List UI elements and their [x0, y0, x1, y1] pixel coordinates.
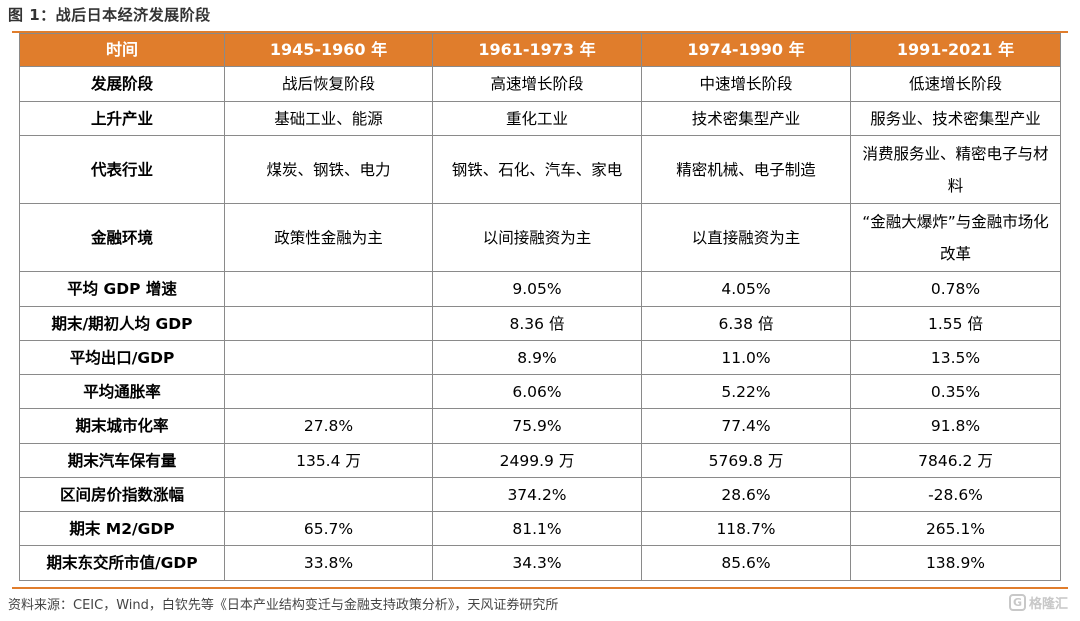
table-cell: 以直接融资为主 — [641, 203, 851, 272]
table-row: 期末城市化率 27.8% 75.9% 77.4% 91.8% — [19, 408, 1061, 444]
table-cell: 75.9% — [432, 408, 642, 444]
table-cell: 战后恢复阶段 — [224, 66, 433, 102]
table-cell: 钢铁、石化、汽车、家电 — [432, 135, 642, 204]
table-row: 上升产业 基础工业、能源 重化工业 技术密集型产业 服务业、技术密集型产业 — [19, 101, 1061, 136]
top-rule — [12, 31, 1068, 33]
table-cell: 7846.2 万 — [850, 443, 1061, 478]
table-cell: 1.55 倍 — [850, 306, 1061, 341]
table-cell: 6.06% — [432, 374, 642, 409]
bottom-rule — [12, 587, 1068, 589]
table-cell: 9.05% — [432, 271, 642, 307]
figure-title: 图 1：战后日本经济发展阶段 — [8, 6, 211, 24]
row-label: 期末 M2/GDP — [19, 511, 225, 546]
table-cell: 政策性金融为主 — [224, 203, 433, 272]
table-cell: 138.9% — [850, 545, 1061, 581]
header-cell: 时间 — [19, 33, 225, 67]
row-label: 区间房价指数涨幅 — [19, 477, 225, 512]
table-row: 区间房价指数涨幅 374.2% 28.6% -28.6% — [19, 477, 1061, 512]
row-label: 期末东交所市值/GDP — [19, 545, 225, 581]
row-label: 上升产业 — [19, 101, 225, 136]
table-cell: 0.78% — [850, 271, 1061, 307]
table-cell: 中速增长阶段 — [641, 66, 851, 102]
table-cell: 6.38 倍 — [641, 306, 851, 341]
table-row: 平均出口/GDP 8.9% 11.0% 13.5% — [19, 340, 1061, 375]
table-cell: 8.9% — [432, 340, 642, 375]
table-cell: 374.2% — [432, 477, 642, 512]
table-cell: 91.8% — [850, 408, 1061, 444]
row-label: 平均通胀率 — [19, 374, 225, 409]
table-cell: 低速增长阶段 — [850, 66, 1061, 102]
table-row: 金融环境 政策性金融为主 以间接融资为主 以直接融资为主 “金融大爆炸”与金融市… — [19, 203, 1061, 272]
table-cell: 5769.8 万 — [641, 443, 851, 478]
table-cell: 118.7% — [641, 511, 851, 546]
table-row: 期末东交所市值/GDP 33.8% 34.3% 85.6% 138.9% — [19, 545, 1061, 581]
economic-stages-table: 时间 1945-1960 年 1961-1973 年 1974-1990 年 1… — [19, 33, 1061, 581]
watermark-logo: G 格隆汇 — [1008, 593, 1068, 612]
row-label: 平均 GDP 增速 — [19, 271, 225, 307]
table-cell: 13.5% — [850, 340, 1061, 375]
table-cell — [224, 271, 433, 307]
watermark-text: 格隆汇 — [1028, 597, 1068, 612]
table-cell: 精密机械、电子制造 — [641, 135, 851, 204]
table-cell — [224, 374, 433, 409]
table-cell — [224, 306, 433, 341]
table-row: 平均通胀率 6.06% 5.22% 0.35% — [19, 374, 1061, 409]
header-cell: 1991-2021 年 — [850, 33, 1061, 67]
table-cell: 85.6% — [641, 545, 851, 581]
table-cell: 高速增长阶段 — [432, 66, 642, 102]
table-cell: 11.0% — [641, 340, 851, 375]
table-cell: -28.6% — [850, 477, 1061, 512]
table-cell: 34.3% — [432, 545, 642, 581]
table-cell: 4.05% — [641, 271, 851, 307]
table-cell: 27.8% — [224, 408, 433, 444]
table-cell: 28.6% — [641, 477, 851, 512]
table-cell: 基础工业、能源 — [224, 101, 433, 136]
table-cell: 5.22% — [641, 374, 851, 409]
row-label: 发展阶段 — [19, 66, 225, 102]
table-cell: 重化工业 — [432, 101, 642, 136]
header-cell: 1945-1960 年 — [224, 33, 433, 67]
row-label: 代表行业 — [19, 135, 225, 204]
table-cell: 0.35% — [850, 374, 1061, 409]
table-cell: 77.4% — [641, 408, 851, 444]
table-cell: 技术密集型产业 — [641, 101, 851, 136]
table-row: 期末 M2/GDP 65.7% 81.1% 118.7% 265.1% — [19, 511, 1061, 546]
table-row: 发展阶段 战后恢复阶段 高速增长阶段 中速增长阶段 低速增长阶段 — [19, 66, 1061, 102]
table-cell: 煤炭、钢铁、电力 — [224, 135, 433, 204]
table-cell: 81.1% — [432, 511, 642, 546]
table-cell: 8.36 倍 — [432, 306, 642, 341]
row-label: 期末汽车保有量 — [19, 443, 225, 478]
row-label: 金融环境 — [19, 203, 225, 272]
table-cell — [224, 477, 433, 512]
table-cell — [224, 340, 433, 375]
table-cell: 135.4 万 — [224, 443, 433, 478]
header-cell: 1961-1973 年 — [432, 33, 642, 67]
table-row: 平均 GDP 增速 9.05% 4.05% 0.78% — [19, 271, 1061, 307]
table-cell: 以间接融资为主 — [432, 203, 642, 272]
watermark-icon: G — [1008, 594, 1026, 611]
table-row: 代表行业 煤炭、钢铁、电力 钢铁、石化、汽车、家电 精密机械、电子制造 消费服务… — [19, 135, 1061, 204]
table-cell: 消费服务业、精密电子与材料 — [850, 135, 1061, 204]
table-header-row: 时间 1945-1960 年 1961-1973 年 1974-1990 年 1… — [19, 33, 1061, 67]
table-cell: “金融大爆炸”与金融市场化改革 — [850, 203, 1061, 272]
row-label: 期末/期初人均 GDP — [19, 306, 225, 341]
header-cell: 1974-1990 年 — [641, 33, 851, 67]
table-cell: 2499.9 万 — [432, 443, 642, 478]
table-row: 期末汽车保有量 135.4 万 2499.9 万 5769.8 万 7846.2… — [19, 443, 1061, 478]
table-cell: 265.1% — [850, 511, 1061, 546]
table-cell: 33.8% — [224, 545, 433, 581]
table-cell: 65.7% — [224, 511, 433, 546]
row-label: 平均出口/GDP — [19, 340, 225, 375]
source-note: 资料来源：CEIC，Wind，白钦先等《日本产业结构变迁与金融支持政策分析》，天… — [8, 598, 559, 613]
table-cell: 服务业、技术密集型产业 — [850, 101, 1061, 136]
row-label: 期末城市化率 — [19, 408, 225, 444]
table-row: 期末/期初人均 GDP 8.36 倍 6.38 倍 1.55 倍 — [19, 306, 1061, 341]
